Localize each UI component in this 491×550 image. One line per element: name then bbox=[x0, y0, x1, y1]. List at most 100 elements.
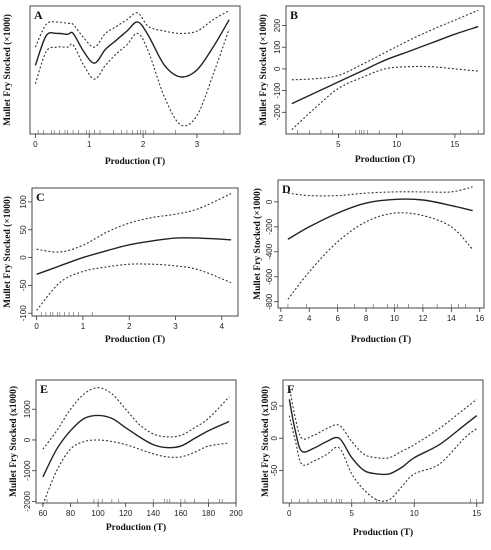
y-tick-label: 100 bbox=[19, 195, 28, 209]
panel-label: B bbox=[290, 8, 298, 22]
x-tick-label: 140 bbox=[147, 509, 161, 518]
y-tick-label: 0 bbox=[270, 435, 279, 440]
x-tick-label: 5 bbox=[350, 509, 355, 518]
fitted-curve bbox=[288, 399, 478, 476]
y-tick-label: 100 bbox=[273, 40, 282, 54]
fitted-curve bbox=[42, 414, 230, 478]
y-tick-label: -50 bbox=[270, 464, 279, 476]
x-tick-label: 10 bbox=[392, 140, 401, 149]
confidence-band-upper bbox=[287, 186, 473, 197]
y-tick-label: -200 bbox=[273, 104, 282, 121]
panel-f: F 0 5 10 15 -50 0 50 Production (T) Mullet Fry St… bbox=[260, 379, 484, 538]
x-tick-label: 0 bbox=[33, 140, 38, 149]
plot-frame bbox=[31, 187, 239, 317]
confidence-band-lower bbox=[42, 439, 230, 505]
confidence-band-upper bbox=[291, 9, 479, 81]
y-tick-label: 50 bbox=[19, 225, 28, 234]
panel-label: F bbox=[287, 382, 294, 396]
panel-b: B 5 10 15 -200 -100 0 100 200 Production (T) Mulle… bbox=[258, 5, 485, 165]
confidence-band-upper bbox=[34, 10, 230, 48]
x-tick-label: 4 bbox=[307, 314, 312, 323]
x-tick-label: 15 bbox=[450, 140, 459, 149]
y-axis-label: Mullet Fry Stocked (×1000) bbox=[2, 14, 13, 126]
x-tick-label: 12 bbox=[418, 314, 427, 323]
confidence-band-upper bbox=[42, 387, 230, 450]
x-axis-label: Production (T) bbox=[105, 334, 165, 345]
y-tick-label: -600 bbox=[265, 268, 274, 285]
x-tick-label: 10 bbox=[410, 509, 419, 518]
confidence-band-upper bbox=[288, 386, 478, 459]
x-tick-label: 2 bbox=[141, 140, 146, 149]
x-tick-label: 100 bbox=[91, 509, 105, 518]
x-tick-label: 16 bbox=[475, 314, 484, 323]
x-tick-label: 0 bbox=[287, 509, 292, 518]
y-tick-label: -2000 bbox=[23, 491, 32, 512]
x-tick-label: 15 bbox=[472, 509, 481, 518]
x-tick-label: 10 bbox=[390, 314, 399, 323]
x-tick-label: 4 bbox=[220, 322, 225, 331]
panel-d: D 2 4 6 8 10 12 14 16 -800 -600 -400 -200 0 Production… bbox=[252, 179, 485, 345]
x-tick-label: 5 bbox=[336, 140, 341, 149]
x-tick-label: 0 bbox=[34, 322, 39, 331]
panel-e: E 60 80 100 120 140 160 180 200 -2000 -1000 0 1000 Pr… bbox=[8, 379, 243, 533]
fitted-curve bbox=[291, 25, 479, 105]
x-tick-label: 1 bbox=[87, 140, 92, 149]
x-axis-label: Production (T) bbox=[353, 527, 413, 538]
x-tick-label: 2 bbox=[279, 314, 284, 323]
x-tick-label: 1 bbox=[81, 322, 86, 331]
y-tick-label: 0 bbox=[19, 255, 28, 260]
x-tick-label: 60 bbox=[38, 509, 47, 518]
x-tick-label: 2 bbox=[127, 322, 132, 331]
panel-label: E bbox=[40, 382, 48, 396]
y-tick-label: 200 bbox=[273, 18, 282, 32]
x-tick-label: 14 bbox=[447, 314, 456, 323]
x-tick-label: 6 bbox=[335, 314, 340, 323]
panel-a: A 0 1 2 3 Production (T) Mullet Fry Stocked (×… bbox=[2, 5, 241, 167]
y-tick-label: -400 bbox=[265, 243, 274, 260]
x-tick-label: 200 bbox=[229, 509, 243, 518]
fitted-curve bbox=[287, 198, 473, 240]
confidence-band-lower bbox=[36, 263, 232, 311]
x-tick-label: 3 bbox=[195, 140, 200, 149]
confidence-band-lower bbox=[288, 415, 478, 502]
x-tick-label: 120 bbox=[119, 509, 133, 518]
y-tick-label: 0 bbox=[265, 199, 274, 204]
y-tick-label: -100 bbox=[273, 82, 282, 99]
y-axis-label: Mullet Fry Stocked (×1000) bbox=[258, 14, 269, 126]
x-tick-label: 160 bbox=[174, 509, 188, 518]
y-tick-label: 0 bbox=[273, 66, 282, 71]
x-axis-label: Production (T) bbox=[355, 154, 415, 165]
x-axis-label: Production (T) bbox=[105, 156, 165, 167]
y-tick-label: 1000 bbox=[23, 400, 32, 418]
y-axis-label: Mullet Fry Stocked (x1000) bbox=[8, 386, 19, 497]
y-tick-label: 0 bbox=[23, 437, 32, 442]
panel-label: D bbox=[282, 182, 291, 196]
fitted-curve bbox=[36, 237, 232, 275]
plot-frame bbox=[29, 5, 241, 135]
confidence-band-lower bbox=[291, 65, 479, 131]
confidence-band-lower bbox=[34, 28, 230, 127]
y-axis-label: Mullet Fry Stocked (x1000) bbox=[260, 386, 271, 497]
x-tick-label: 3 bbox=[173, 322, 178, 331]
panel-label: A bbox=[34, 8, 43, 22]
panel-c: C 0 1 2 3 4 -100 -50 0 50 100 Production (T) Mullet … bbox=[2, 187, 239, 345]
plot-frame bbox=[282, 379, 484, 504]
y-axis-label: Mullet Fry Stocked (×1000) bbox=[2, 196, 13, 308]
y-tick-label: -800 bbox=[265, 293, 274, 310]
x-tick-label: 180 bbox=[202, 509, 216, 518]
y-tick-label: -100 bbox=[19, 305, 28, 322]
y-tick-label: -1000 bbox=[23, 460, 32, 481]
x-tick-label: 8 bbox=[364, 314, 369, 323]
y-tick-label: 50 bbox=[270, 401, 279, 410]
plot-frame bbox=[285, 5, 485, 135]
plot-frame bbox=[277, 179, 485, 309]
confidence-band-lower bbox=[287, 212, 474, 300]
y-tick-label: -50 bbox=[19, 279, 28, 291]
x-tick-label: 80 bbox=[66, 509, 75, 518]
fitted-curve bbox=[34, 19, 230, 78]
y-axis-label: Mullet Fry Stocked (×1000) bbox=[252, 188, 263, 300]
y-tick-label: -200 bbox=[265, 218, 274, 235]
x-axis-label: Production (T) bbox=[106, 522, 166, 533]
